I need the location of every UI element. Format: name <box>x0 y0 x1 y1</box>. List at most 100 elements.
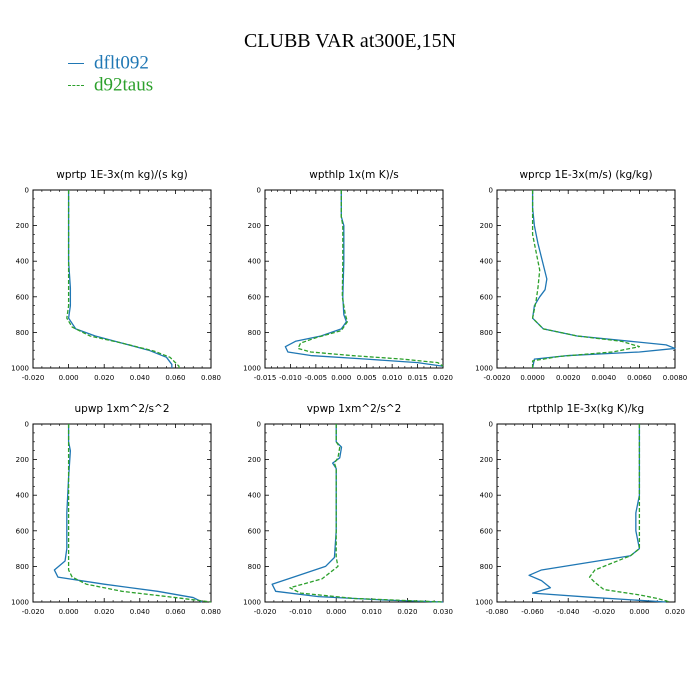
x-tick-label: -0.020 <box>593 608 616 616</box>
legend-swatch <box>68 62 84 64</box>
series-line-dflt092 <box>531 190 676 369</box>
x-tick-label: 0.000 <box>59 608 79 616</box>
series-line-d92taus <box>297 190 444 367</box>
y-tick-label: 1000 <box>11 599 29 607</box>
chart-title: wpthlp 1x(m K)/s <box>309 169 399 181</box>
chart-title: wprtp 1E-3x(m kg)/(s kg) <box>56 169 187 181</box>
x-tick-label: 0.060 <box>165 374 185 382</box>
x-tick-label: 0.060 <box>165 608 185 616</box>
x-tick-label: 0.080 <box>201 608 221 616</box>
series-line-dflt092 <box>271 424 444 603</box>
series-line-dflt092 <box>67 190 173 368</box>
y-tick-label: 0 <box>489 187 493 195</box>
y-tick-label: 800 <box>248 563 261 571</box>
y-tick-label: 400 <box>480 258 493 266</box>
y-tick-label: 800 <box>480 329 493 337</box>
legend-label: d92taus <box>94 74 154 96</box>
y-tick-label: 600 <box>16 293 29 301</box>
x-tick-label: -0.010 <box>289 608 312 616</box>
y-tick-label: 0 <box>25 187 29 195</box>
y-tick-label: 1000 <box>11 365 29 373</box>
series-line-d92taus <box>588 424 670 603</box>
y-tick-label: 400 <box>248 492 261 500</box>
x-tick-label: 0.020 <box>397 608 417 616</box>
y-tick-label: 600 <box>16 527 29 535</box>
x-tick-label: 0.040 <box>130 374 150 382</box>
y-tick-label: 1000 <box>243 365 261 373</box>
x-tick-label: 0.040 <box>130 608 150 616</box>
y-tick-label: 800 <box>16 329 29 337</box>
y-tick-label: 800 <box>248 329 261 337</box>
y-tick-label: 200 <box>480 222 493 230</box>
x-tick-label: 0.005 <box>357 374 377 382</box>
chart-title: upwp 1xm^2/s^2 <box>75 403 170 415</box>
x-tick-label: -0.005 <box>305 374 328 382</box>
x-tick-label: 0.000 <box>629 608 649 616</box>
chart-title: rtpthlp 1E-3x(kg K)/kg <box>528 403 644 415</box>
series-line-d92taus <box>289 424 444 603</box>
x-tick-label: 0.000 <box>59 374 79 382</box>
y-tick-label: 200 <box>16 456 29 464</box>
legend-entry: d92taus <box>68 74 153 96</box>
y-tick-label: 800 <box>16 563 29 571</box>
x-tick-label: -0.020 <box>254 608 277 616</box>
y-tick-label: 600 <box>480 293 493 301</box>
figure-title: CLUBB VAR at300E,15N <box>243 30 457 52</box>
y-tick-label: 0 <box>25 421 29 429</box>
chart-title: wprcp 1E-3x(m/s) (kg/kg) <box>519 169 652 181</box>
x-tick-label: -0.060 <box>521 608 544 616</box>
x-tick-label: 0.080 <box>201 374 221 382</box>
x-tick-label: 0.010 <box>382 374 402 382</box>
x-tick-label: -0.015 <box>254 374 277 382</box>
series-line-d92taus <box>531 190 641 368</box>
x-tick-label: 0.020 <box>665 608 685 616</box>
y-tick-label: 600 <box>248 293 261 301</box>
y-tick-label: 800 <box>480 563 493 571</box>
x-tick-label: -0.040 <box>557 608 580 616</box>
plot-frame <box>264 189 444 369</box>
series-line-dflt092 <box>528 424 667 603</box>
y-tick-label: 0 <box>257 187 261 195</box>
y-tick-label: 1000 <box>475 599 493 607</box>
y-tick-label: 400 <box>16 258 29 266</box>
y-tick-label: 600 <box>480 527 493 535</box>
y-tick-label: 200 <box>480 456 493 464</box>
legend-label: dflt092 <box>94 52 149 74</box>
plot-frame <box>496 423 676 603</box>
y-tick-label: 0 <box>257 421 261 429</box>
chart-panel: upwp 1xm^2/s^2 -0.020 0.000 0.020 0.040 0.060… <box>11 403 221 616</box>
plot-frame <box>264 423 444 603</box>
legend-swatch <box>68 84 84 86</box>
y-tick-label: 1000 <box>475 365 493 373</box>
x-tick-label: 0.020 <box>94 374 114 382</box>
chart-panel: rtpthlp 1E-3x(kg K)/kg -0.080 -0.060 -0.040… <box>475 403 685 616</box>
series-line-d92taus <box>66 190 180 368</box>
y-tick-label: 600 <box>248 527 261 535</box>
chart-panel: wprtp 1E-3x(m kg)/(s kg) -0.020 0.000 0.020… <box>11 169 221 382</box>
x-tick-label: 0.0000 <box>520 374 545 382</box>
chart-panel: vpwp 1xm^2/s^2 -0.020 -0.010 0.000 0.010 0.02… <box>243 403 453 616</box>
y-tick-label: 0 <box>489 421 493 429</box>
legend-entry: dflt092 <box>68 52 153 74</box>
x-tick-label: -0.0020 <box>483 374 510 382</box>
x-tick-label: 0.015 <box>408 374 428 382</box>
plot-frame <box>496 189 676 369</box>
chart-panel: wpthlp 1x(m K)/s -0.015 -0.010 -0.005 0.000 0… <box>243 169 453 382</box>
series-line-dflt092 <box>284 190 444 367</box>
y-tick-label: 400 <box>480 492 493 500</box>
y-tick-label: 200 <box>248 222 261 230</box>
chart-panel: wprcp 1E-3x(m/s) (kg/kg) -0.0020 0.0000 0.0… <box>475 169 687 382</box>
x-tick-label: 0.020 <box>94 608 114 616</box>
y-tick-label: 200 <box>248 456 261 464</box>
x-tick-label: -0.080 <box>486 608 509 616</box>
x-tick-label: 0.000 <box>326 608 346 616</box>
x-tick-label: -0.010 <box>279 374 302 382</box>
series-line-dflt092 <box>53 424 203 603</box>
x-tick-label: 0.020 <box>433 374 453 382</box>
y-tick-label: 200 <box>16 222 29 230</box>
x-tick-label: 0.000 <box>331 374 351 382</box>
x-tick-label: -0.020 <box>22 608 45 616</box>
y-tick-label: 400 <box>248 258 261 266</box>
x-tick-label: -0.020 <box>22 374 45 382</box>
